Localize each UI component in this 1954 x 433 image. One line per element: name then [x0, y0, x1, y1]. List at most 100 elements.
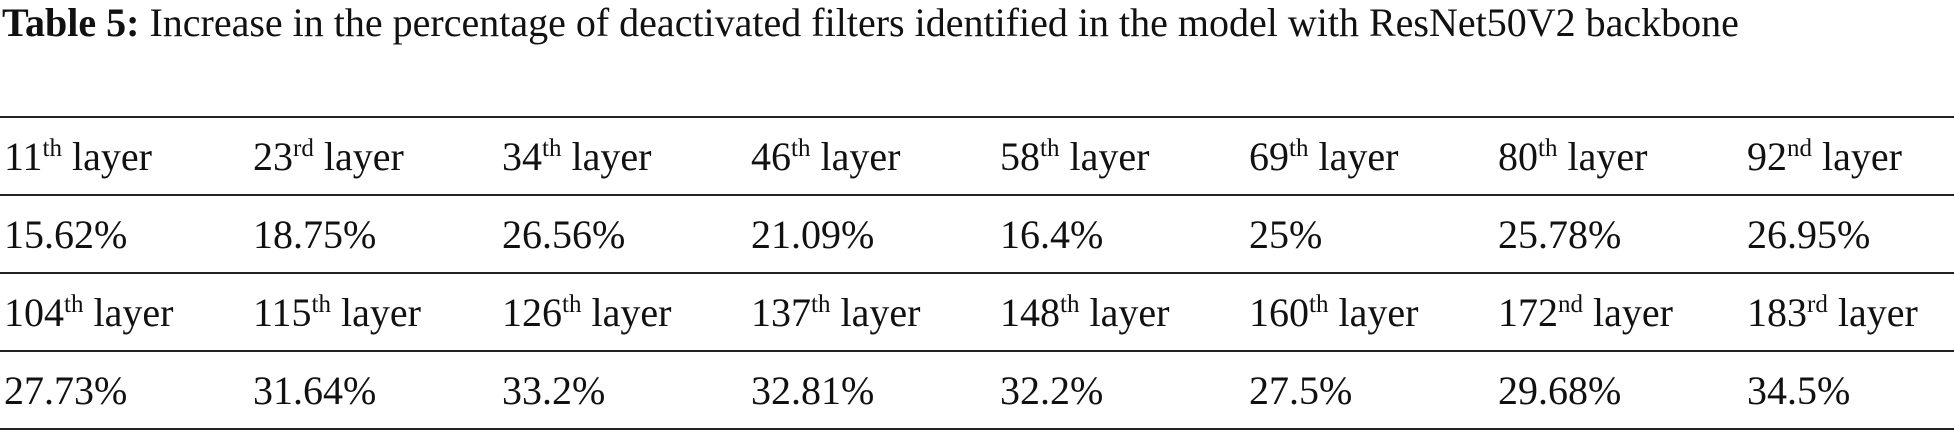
ordinal-suffix: th	[562, 290, 582, 318]
cell-value: 16.4%	[1000, 211, 1104, 257]
cell-value: 26.95%	[1747, 211, 1871, 257]
layer-word: layer	[840, 289, 921, 335]
table-cell: 32.2%	[996, 351, 1245, 430]
cell-value: 27.5%	[1249, 367, 1353, 413]
layer-number: 58	[1000, 133, 1040, 179]
layer-word: layer	[1089, 289, 1170, 335]
layer-word: layer	[71, 133, 152, 179]
table-cell: 11th layer	[0, 116, 249, 196]
layer-word: layer	[571, 133, 652, 179]
cell-value: 21.09%	[751, 211, 875, 257]
ordinal-suffix: rd	[293, 134, 314, 162]
table-cell: 69th layer	[1245, 116, 1494, 196]
table-cell: 58th layer	[996, 116, 1245, 196]
table-cell: 16.4%	[996, 195, 1245, 274]
table-cell: 25.78%	[1494, 195, 1743, 274]
ordinal-suffix: rd	[1807, 290, 1828, 318]
table-cell: 15.62%	[0, 195, 249, 274]
caption-text: Increase in the percentage of deactivate…	[149, 0, 1739, 45]
layer-number: 115	[253, 289, 312, 335]
ordinal-suffix: th	[1309, 290, 1329, 318]
table-cell: 104th layer	[0, 273, 249, 352]
layer-number: 148	[1000, 289, 1060, 335]
table-cell: 29.68%	[1494, 351, 1743, 430]
layer-word: layer	[591, 289, 672, 335]
layer-number: 126	[502, 289, 562, 335]
cell-value: 34.5%	[1747, 367, 1851, 413]
layer-number: 69	[1249, 133, 1289, 179]
layer-number: 104	[4, 289, 64, 335]
layer-word: layer	[340, 289, 421, 335]
table-cell: 126th layer	[498, 273, 747, 352]
table-cell: 27.5%	[1245, 351, 1494, 430]
ordinal-suffix: th	[311, 290, 331, 318]
table-cell: 92nd layer	[1743, 116, 1954, 196]
layer-number: 137	[751, 289, 811, 335]
layer-number: 92	[1747, 133, 1787, 179]
cell-value: 32.81%	[751, 367, 875, 413]
table-cell: 46th layer	[747, 116, 996, 196]
caption-label: Table 5:	[2, 0, 140, 45]
ordinal-suffix: th	[1060, 290, 1080, 318]
ordinal-suffix: nd	[1558, 290, 1583, 318]
table-row: 15.62% 18.75% 26.56% 21.09% 16.4% 25% 25.78% 26…	[0, 195, 1954, 274]
table-cell: 26.95%	[1743, 195, 1954, 274]
ordinal-suffix: nd	[1787, 134, 1812, 162]
ordinal-suffix: th	[1289, 134, 1309, 162]
table-cell: 172nd layer	[1494, 273, 1743, 352]
table-cell: 183rd layer	[1743, 273, 1954, 352]
layer-number: 160	[1249, 289, 1309, 335]
cell-value: 27.73%	[4, 367, 128, 413]
table-cell: 33.2%	[498, 351, 747, 430]
ordinal-suffix: th	[64, 290, 84, 318]
table-cell: 148th layer	[996, 273, 1245, 352]
cell-value: 33.2%	[502, 367, 606, 413]
layer-number: 11	[4, 133, 43, 179]
layer-word: layer	[1593, 289, 1673, 335]
table-caption: Table 5: Increase in the percentage of de…	[0, 0, 1954, 116]
table-cell: 80th layer	[1494, 116, 1743, 196]
data-table: 11th layer 23rd layer 34th layer 46th layer 58th…	[0, 116, 1954, 430]
layer-word: layer	[1318, 133, 1399, 179]
layer-number: 46	[751, 133, 791, 179]
table-cell: 137th layer	[747, 273, 996, 352]
table-cell: 23rd layer	[249, 116, 498, 196]
layer-word: layer	[1837, 289, 1918, 335]
table-cell: 34th layer	[498, 116, 747, 196]
cell-value: 25.78%	[1498, 211, 1622, 257]
ordinal-suffix: th	[811, 290, 831, 318]
table-cell: 18.75%	[249, 195, 498, 274]
ordinal-suffix: th	[1040, 134, 1060, 162]
table-cell: 25%	[1245, 195, 1494, 274]
table-row: 104th layer 115th layer 126th layer 137th layer…	[0, 273, 1954, 352]
layer-word: layer	[1069, 133, 1150, 179]
layer-number: 183	[1747, 289, 1807, 335]
layer-number: 80	[1498, 133, 1538, 179]
layer-word: layer	[820, 133, 901, 179]
table-cell: 26.56%	[498, 195, 747, 274]
cell-value: 26.56%	[502, 211, 626, 257]
ordinal-suffix: th	[542, 134, 562, 162]
table-row: 27.73% 31.64% 33.2% 32.81% 32.2% 27.5% 29.68% 3…	[0, 351, 1954, 430]
cell-value: 31.64%	[253, 367, 377, 413]
cell-value: 25%	[1249, 211, 1323, 257]
ordinal-suffix: th	[791, 134, 811, 162]
cell-value: 18.75%	[253, 211, 377, 257]
table-cell: 32.81%	[747, 351, 996, 430]
table-row: 11th layer 23rd layer 34th layer 46th layer 58th…	[0, 116, 1954, 196]
table-cell: 34.5%	[1743, 351, 1954, 430]
layer-word: layer	[93, 289, 174, 335]
layer-word: layer	[323, 133, 404, 179]
table-cell: 21.09%	[747, 195, 996, 274]
layer-number: 172	[1498, 289, 1558, 335]
layer-word: layer	[1338, 289, 1419, 335]
ordinal-suffix: th	[1538, 134, 1558, 162]
ordinal-suffix: th	[42, 134, 62, 162]
table-cell: 160th layer	[1245, 273, 1494, 352]
table-cell: 115th layer	[249, 273, 498, 352]
cell-value: 32.2%	[1000, 367, 1104, 413]
cell-value: 29.68%	[1498, 367, 1622, 413]
layer-word: layer	[1567, 133, 1648, 179]
cell-value: 15.62%	[4, 211, 128, 257]
